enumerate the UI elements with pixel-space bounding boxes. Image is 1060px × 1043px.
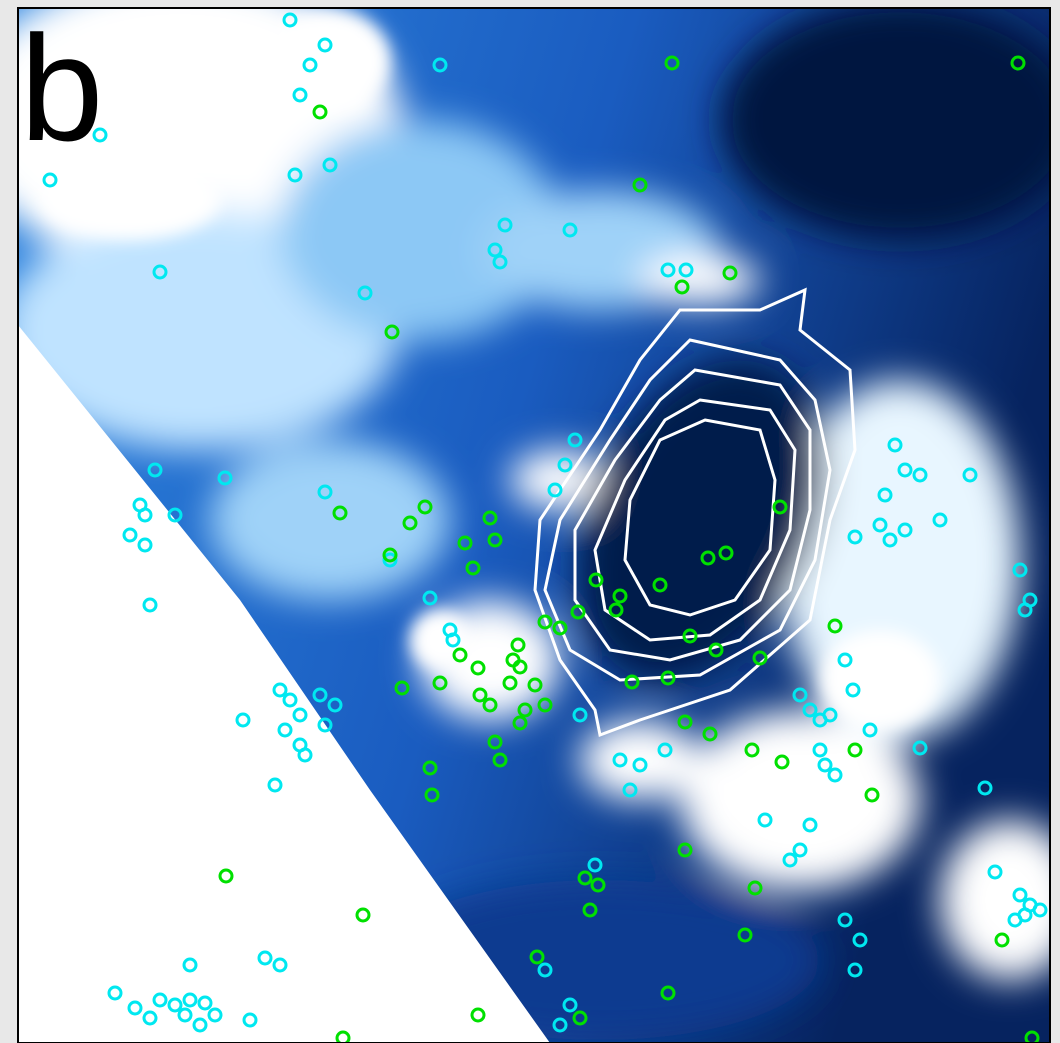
panel-label: b [20,4,103,172]
sky-image [0,0,1060,1043]
page: b (() => { const data = JSON.parse(docum… [0,0,1060,1043]
figure: b [0,0,1060,1043]
